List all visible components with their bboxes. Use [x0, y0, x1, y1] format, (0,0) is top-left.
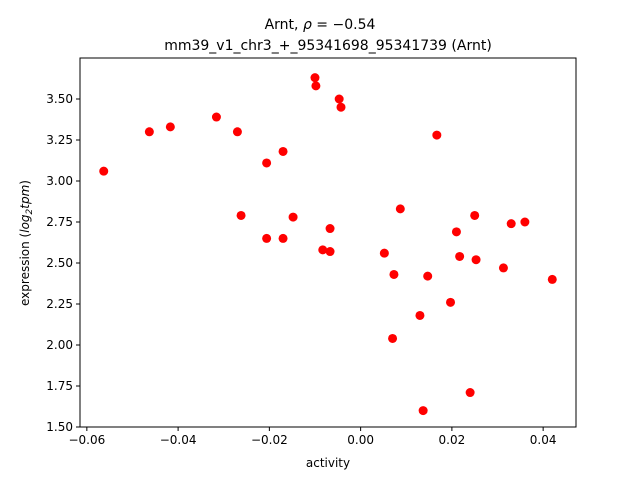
- data-point: [471, 255, 481, 265]
- data-point: [379, 248, 389, 258]
- y-axis-label: expression (log2tpm): [18, 180, 35, 306]
- y-tick-label: 3.25: [46, 133, 73, 147]
- data-point: [451, 227, 461, 237]
- data-point: [262, 158, 272, 168]
- data-point: [336, 102, 346, 112]
- y-tick-label: 2.25: [46, 297, 73, 311]
- x-tick-label: 0.02: [439, 433, 466, 447]
- data-point: [418, 406, 428, 416]
- data-point: [325, 247, 335, 257]
- chart-title-equals: =: [312, 17, 333, 33]
- data-point: [520, 217, 530, 227]
- data-point: [325, 224, 335, 234]
- data-point: [446, 297, 456, 307]
- data-point: [232, 127, 242, 137]
- data-point: [465, 388, 475, 398]
- y-axis-ticks: 1.50 1.75 2.00 2.25 2.50 2.75 3.00 3.25 3.50: [46, 92, 80, 434]
- y-axis-label-prefix: expression (: [18, 233, 32, 306]
- plot-frame: [79, 57, 577, 428]
- data-point: [547, 274, 557, 284]
- data-point: [455, 251, 465, 261]
- data-point: [395, 204, 405, 214]
- y-tick-label: 1.75: [46, 379, 73, 393]
- plot-area: [79, 57, 577, 428]
- x-axis-ticks: −0.06 −0.04 −0.02 0.00 0.02 0.04: [68, 427, 557, 447]
- chart-subtitle: mm39_v1_chr3_+_95341698_95341739 (Arnt): [164, 38, 492, 54]
- data-point: [278, 146, 288, 156]
- y-axis-label-suffix: ): [18, 180, 32, 185]
- y-tick-label: 2.00: [46, 338, 73, 352]
- data-point: [311, 81, 321, 91]
- data-point: [415, 310, 425, 320]
- y-tick-label: 1.50: [46, 420, 73, 434]
- y-axis-label-log: log: [18, 214, 32, 233]
- data-point: [432, 130, 442, 140]
- chart-title: Arnt, ρ = −0.54: [265, 17, 376, 33]
- x-tick-label: −0.06: [68, 433, 105, 447]
- data-point: [144, 127, 154, 137]
- x-tick-label: −0.04: [160, 433, 197, 447]
- data-point: [388, 333, 398, 343]
- x-tick-label: −0.02: [251, 433, 288, 447]
- y-tick-label: 2.75: [46, 215, 73, 229]
- data-point: [498, 263, 508, 273]
- chart-title-value: −0.54: [332, 17, 375, 33]
- data-point: [278, 233, 288, 243]
- chart-title-rho: ρ: [303, 17, 312, 33]
- data-point: [262, 233, 272, 243]
- x-tick-label: 0.00: [347, 433, 374, 447]
- data-point: [389, 269, 399, 279]
- y-axis-label-subscript: 2: [25, 208, 35, 214]
- data-point: [288, 212, 298, 222]
- y-tick-label: 3.00: [46, 174, 73, 188]
- data-point: [99, 166, 109, 176]
- y-tick-label: 2.50: [46, 256, 73, 270]
- data-point: [334, 94, 344, 104]
- data-point: [423, 271, 433, 281]
- chart-title-prefix: Arnt,: [265, 17, 303, 33]
- x-axis-label: activity: [306, 456, 350, 470]
- x-tick-label: 0.04: [530, 433, 557, 447]
- data-point: [470, 210, 480, 220]
- data-point: [318, 245, 328, 255]
- points-layer: [99, 73, 557, 416]
- y-tick-label: 3.50: [46, 92, 73, 106]
- data-point: [310, 73, 320, 83]
- data-point: [211, 112, 221, 122]
- data-point: [236, 210, 246, 220]
- data-point: [165, 122, 175, 132]
- data-point: [506, 219, 516, 229]
- y-axis-label-unit: tpm: [18, 185, 32, 209]
